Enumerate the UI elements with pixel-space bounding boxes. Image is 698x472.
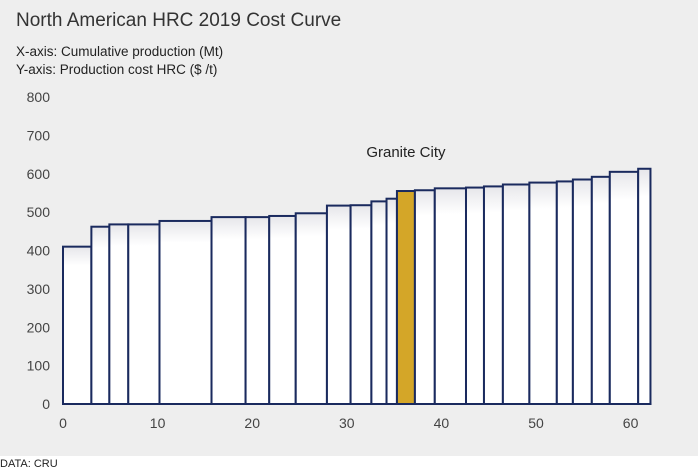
bar	[637, 167, 652, 405]
y-tick-label: 300	[27, 281, 51, 297]
y-tick-label: 700	[27, 127, 51, 143]
bar	[268, 214, 297, 405]
y-tick-label: 400	[27, 243, 51, 259]
bar	[127, 223, 161, 405]
x-axis-description: X-axis: Cumulative production (Mt)	[16, 44, 224, 59]
bar	[433, 187, 467, 405]
bar	[608, 170, 640, 405]
y-axis-description: Y-axis: Production cost HRC ($ /t)	[16, 62, 218, 77]
x-tick-label: 10	[150, 415, 166, 431]
x-tick-label: 50	[528, 415, 544, 431]
bar	[464, 186, 485, 405]
bar	[571, 178, 593, 405]
x-tick-label: 40	[434, 415, 450, 431]
bar	[325, 204, 352, 405]
bar	[244, 216, 271, 405]
bar	[528, 181, 558, 405]
x-axis: 0 10 20 30 40 50 60	[59, 415, 638, 431]
bar	[370, 200, 388, 405]
y-tick-label: 0	[42, 396, 50, 412]
y-tick-label: 600	[27, 166, 51, 182]
bar	[385, 197, 398, 405]
bar	[62, 245, 93, 405]
bar	[482, 185, 504, 405]
x-tick-label: 20	[244, 415, 260, 431]
bar	[294, 212, 328, 405]
bar	[158, 219, 213, 405]
x-tick-label: 0	[59, 415, 67, 431]
y-tick-label: 200	[27, 319, 51, 335]
bar	[501, 183, 531, 405]
data-source: DATA: CRU	[0, 458, 58, 470]
bar	[590, 175, 611, 405]
y-tick-label: 100	[27, 358, 51, 374]
y-axis: 0 100 200 300 400 500 600 700 800	[27, 89, 51, 412]
bar	[413, 189, 436, 405]
bar	[108, 223, 130, 405]
bar	[349, 204, 373, 405]
y-tick-label: 800	[27, 89, 51, 105]
x-tick-label: 30	[339, 415, 355, 431]
bars-group	[62, 167, 652, 405]
y-tick-label: 500	[27, 204, 51, 220]
chart-title: North American HRC 2019 Cost Curve	[16, 10, 342, 31]
bar	[90, 225, 111, 405]
bar	[555, 180, 574, 405]
bar-granite-city	[395, 190, 416, 405]
bar	[210, 216, 247, 405]
granite-city-label: Granite City	[366, 144, 446, 161]
x-tick-label: 60	[623, 415, 639, 431]
